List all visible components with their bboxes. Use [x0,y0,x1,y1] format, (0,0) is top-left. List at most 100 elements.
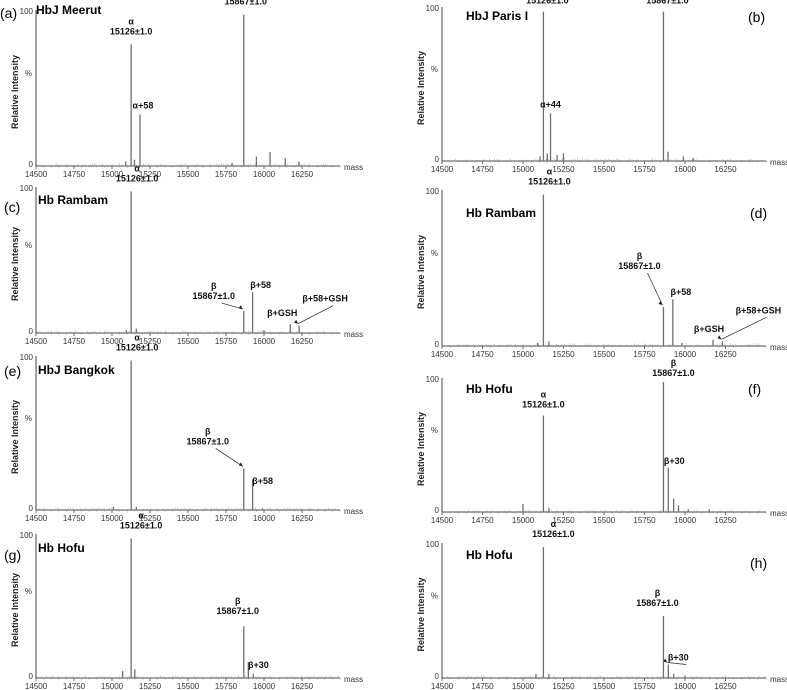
peak-annotation: β [235,596,241,606]
peak-annotation: 15867±1.0 [618,261,660,271]
panel-h: (h) Hb Hofu 100 0% Relative Intensity 14500 14… [416,519,787,690]
x-tick-label: 15000 [101,170,124,179]
peak-annotation: β [205,426,211,436]
panel-e: (e) HbJ Bangkok 100 0% Relative Intensity 145… [4,333,363,523]
panel-label: (e) [4,363,21,379]
annotation-arrowhead [717,335,722,340]
y-tick-label: 0 [435,155,440,164]
x-tick-label: 14750 [471,516,494,525]
panel-title: HbJ Bangkok [38,363,115,377]
panel-title: Hb Hofu [466,548,513,562]
panel-f: (f) Hb Hofu 100 0% Relative Intensity 14500 14… [416,358,787,525]
y-tick-label: 100 [426,4,440,13]
x-tick-label: 15750 [215,170,238,179]
x-tick-label: 16000 [253,337,276,346]
annotation-arrow [667,662,687,665]
panel-label: (d) [750,205,767,221]
x-axis-label: mass [770,509,787,518]
y-tick-label: 100 [20,531,34,540]
x-tick-label: 14750 [471,682,494,690]
x-tick-label: 16250 [291,682,314,690]
x-tick-label: 16000 [674,350,697,359]
y-axis-label: Relative Intensity [416,235,426,309]
y-axis-label: Relative Intensity [416,412,426,486]
y-tick-label: 0 [29,327,34,336]
x-tick-label: 15250 [552,516,575,525]
y-tick-label: 0 [29,672,34,681]
x-tick-label: 16000 [253,514,276,523]
annotation-arrow [297,305,334,325]
annotation-arrow [721,317,767,340]
y-percent-label: % [431,592,438,601]
x-tick-label: 14500 [431,516,454,525]
x-tick-label: 16250 [714,682,737,690]
y-axis-label: Relative Intensity [416,577,426,651]
x-tick-label: 14750 [63,170,86,179]
x-tick-label: 15750 [215,514,238,523]
peak-annotation: 15126±1.0 [532,529,574,539]
peak-annotation: β+GSH [267,308,297,318]
x-tick-label: 15500 [177,682,200,690]
peak-annotation: α [551,519,557,529]
x-tick-label: 16250 [714,516,737,525]
x-axis-label: mass [344,330,363,339]
x-tick-label: 15750 [633,682,656,690]
panel-title: HbJ Paris I [466,9,528,23]
x-tick-label: 16000 [674,682,697,690]
x-tick-label: 15250 [139,170,162,179]
peak-annotation: α [541,390,547,400]
x-tick-label: 15250 [139,682,162,690]
panel-title: Hb Rambam [38,193,108,207]
peak-annotation: β+30 [664,456,685,466]
x-tick-label: 15000 [512,516,535,525]
y-tick-label: 100 [20,353,34,362]
x-tick-label: 15250 [552,350,575,359]
y-tick-label: 100 [426,187,440,196]
y-percent-label: % [25,69,32,78]
panel-label: (g) [4,547,21,563]
x-tick-label: 15750 [215,337,238,346]
panel-title: Hb Hofu [466,382,513,396]
annotation-arrow [215,448,243,467]
x-tick-label: 14500 [25,337,48,346]
x-tick-label: 15750 [633,516,656,525]
y-tick-label: 100 [20,184,34,193]
peak-annotation: β [637,251,643,261]
peak-annotation: α [138,510,144,520]
x-tick-label: 14750 [471,165,494,174]
peak-annotation: 15867±1.0 [217,606,259,616]
x-tick-label: 15500 [593,682,616,690]
x-tick-label: 14500 [431,165,454,174]
x-tick-label: 16250 [714,350,737,359]
peak-annotation: β+58+GSH [302,294,348,304]
x-tick-label: 15250 [139,337,162,346]
peak-annotation: β+GSH [694,324,724,334]
x-tick-label: 16250 [714,165,737,174]
x-tick-label: 14500 [25,682,48,690]
annotation-arrowhead [238,462,243,467]
annotation-arrowhead [658,301,663,305]
panel-title: HbJ Meerut [36,3,101,17]
x-axis-label: mass [770,675,787,684]
y-tick-label: 0 [435,672,440,681]
x-tick-label: 15000 [101,514,124,523]
x-tick-label: 15250 [139,514,162,523]
peak-annotation: β [655,588,661,598]
annotation-arrow [647,272,663,306]
x-tick-label: 15500 [593,516,616,525]
y-tick-label: 100 [426,375,440,384]
panel-d: (d) Hb Rambam 100 0% Relative Intensity 14500… [416,167,787,359]
x-tick-label: 16250 [291,170,314,179]
peak-annotation: 15867±1.0 [646,0,688,6]
peak-annotation: β+58 [250,280,271,290]
peak-annotation: 15126±1.0 [528,177,570,187]
x-tick-label: 14750 [63,514,86,523]
x-tick-label: 15250 [552,682,575,690]
y-percent-label: % [25,241,32,250]
panel-title: Hb Rambam [466,206,536,220]
x-tick-label: 16000 [253,682,276,690]
x-tick-label: 16250 [291,514,314,523]
annotation-arrowhead [294,319,299,324]
peak-annotation: α [128,16,134,26]
